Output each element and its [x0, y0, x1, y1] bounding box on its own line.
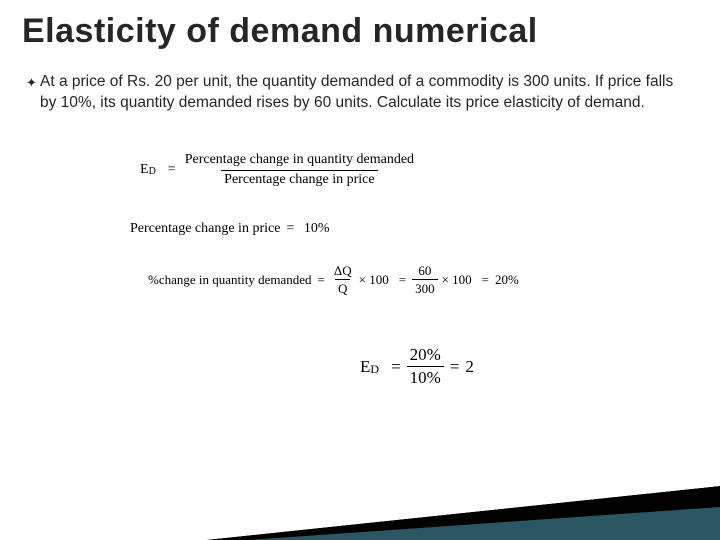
formula4-lhs: ED — [360, 357, 379, 377]
equals-sign: = — [391, 357, 401, 377]
formula-ed-definition: ED = Percentage change in quantity deman… — [140, 152, 417, 189]
bullet-icon: ✦ — [26, 74, 37, 92]
formula3-lhs: %change in quantity demanded — [148, 272, 312, 288]
equals-sign: = — [168, 162, 176, 178]
equals-sign: = — [482, 272, 489, 288]
equals-sign: = — [450, 357, 460, 377]
equals-sign: = — [318, 272, 325, 288]
body-paragraph: At a price of Rs. 20 per unit, the quant… — [40, 72, 690, 114]
slide: Elasticity of demand numerical ✦ At a pr… — [0, 0, 720, 540]
formula3-frac1: ΔQ Q — [331, 263, 355, 297]
formula4-fraction: 20% 10% — [407, 345, 444, 389]
formula1-fraction: Percentage change in quantity demanded P… — [182, 152, 417, 189]
formula1-denominator: Percentage change in price — [221, 170, 377, 189]
formula3-result: 20% — [495, 272, 519, 288]
body-text: ✦ At a price of Rs. 20 per unit, the qua… — [40, 72, 690, 114]
formula-area: ED = Percentage change in quantity deman… — [100, 152, 660, 415]
formula4-denominator: 10% — [407, 366, 444, 388]
formula4-symbol: E — [360, 357, 370, 376]
formula1-numerator: Percentage change in quantity demanded — [182, 152, 417, 170]
formula1-subscript: D — [149, 166, 156, 177]
formula1-symbol: E — [140, 162, 149, 177]
formula2-rhs: 10% — [304, 221, 330, 237]
formula4-subscript: D — [370, 362, 379, 376]
formula-pct-qty: %change in quantity demanded = ΔQ Q × 10… — [148, 263, 519, 297]
formula3-frac2-den: 300 — [412, 279, 438, 297]
formula4-numerator: 20% — [407, 345, 444, 366]
formula4-result: 2 — [465, 357, 474, 377]
times-100-b: × 100 — [442, 272, 472, 288]
formula3-frac2: 60 300 — [412, 263, 438, 297]
slide-title: Elasticity of demand numerical — [22, 12, 538, 51]
formula-pct-price: Percentage change in price = 10% — [130, 221, 330, 237]
equals-sign: = — [286, 221, 294, 237]
corner-accent-teal — [200, 498, 720, 540]
equals-sign: = — [399, 272, 406, 288]
formula-ed-result: ED = 20% 10% = 2 — [360, 345, 474, 389]
formula3-frac1-num: ΔQ — [331, 263, 355, 280]
formula2-lhs: Percentage change in price — [130, 221, 280, 237]
formula3-frac2-num: 60 — [415, 263, 434, 280]
formula3-frac1-den: Q — [335, 279, 350, 297]
formula1-lhs: ED — [140, 162, 156, 178]
times-100: × 100 — [359, 272, 389, 288]
